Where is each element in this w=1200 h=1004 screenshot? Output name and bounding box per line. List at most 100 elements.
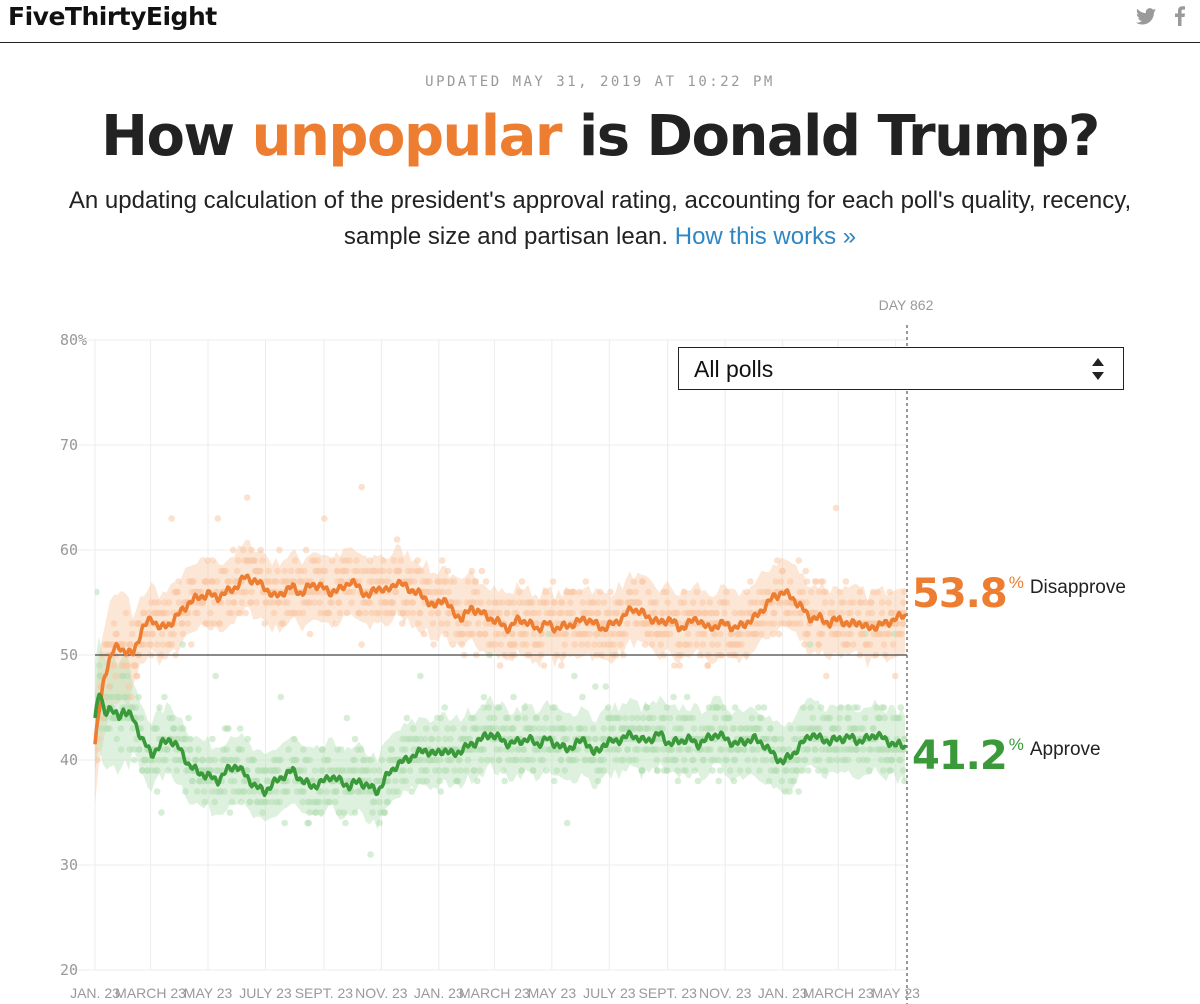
approve-poll-dot xyxy=(521,704,528,711)
disapprove-poll-dot xyxy=(429,620,437,627)
approve-poll-dot xyxy=(300,788,308,795)
approve-poll-dot xyxy=(615,714,623,722)
disapprove-poll-dot xyxy=(122,609,130,617)
approve-poll-dot xyxy=(634,746,642,753)
approve-poll-dot xyxy=(240,788,247,795)
approve-poll-dot xyxy=(585,735,593,743)
approve-poll-dot xyxy=(896,714,903,722)
approve-poll-dot xyxy=(668,746,675,753)
disapprove-poll-dot xyxy=(822,588,829,596)
approve-poll-dot xyxy=(428,735,436,743)
disapprove-poll-dot xyxy=(239,546,247,554)
approve-poll-dot xyxy=(277,756,284,764)
approve-poll-dot xyxy=(512,756,519,764)
disapprove-poll-dot xyxy=(408,599,416,606)
disapprove-poll-dot xyxy=(248,546,255,554)
approve-poll-dot xyxy=(690,756,697,764)
disapprove-poll-dot xyxy=(639,578,646,585)
approve-poll-dot xyxy=(291,735,298,743)
disapprove-poll-dot xyxy=(886,588,893,596)
x-tick-label: JAN. 23 xyxy=(414,985,464,1001)
approve-poll-dot xyxy=(827,756,835,764)
disapprove-poll-dot xyxy=(704,662,711,669)
approve-poll-dot xyxy=(674,777,682,785)
disapprove-poll-dot xyxy=(393,536,401,543)
disapprove-poll-dot xyxy=(684,630,692,638)
approve-poll-dot xyxy=(182,788,189,795)
disapprove-poll-dot xyxy=(693,641,700,648)
y-tick-label: 20 xyxy=(60,961,78,979)
approve-poll-dot xyxy=(653,756,661,764)
approve-poll-dot xyxy=(542,767,550,774)
approve-poll-dot xyxy=(530,767,537,774)
approve-poll-dot xyxy=(414,777,422,785)
approve-poll-dot xyxy=(555,714,563,722)
disapprove-poll-dot xyxy=(773,557,781,564)
disapprove-poll-dot xyxy=(878,609,886,617)
twitter-icon[interactable] xyxy=(1136,7,1156,30)
approve-poll-dot xyxy=(541,725,548,732)
approve-poll-dot xyxy=(444,725,451,732)
poll-filter-select[interactable]: All polls xyxy=(678,347,1124,390)
disapprove-poll-dot xyxy=(420,630,428,638)
disapprove-poll-dot xyxy=(179,630,187,638)
disapprove-poll-dot xyxy=(314,557,322,564)
disapprove-poll-dot xyxy=(594,599,602,606)
approve-poll-dot xyxy=(454,777,462,785)
approve-poll-dot xyxy=(275,767,282,774)
approve-poll-dot xyxy=(351,735,359,743)
approve-poll-dot xyxy=(501,777,509,785)
approve-poll-dot xyxy=(423,777,431,785)
disapprove-poll-dot xyxy=(714,641,722,648)
approve-poll-dot xyxy=(767,725,774,732)
approve-poll-dot xyxy=(451,767,458,774)
disapprove-poll-dot xyxy=(465,620,473,627)
approve-poll-dot xyxy=(795,756,803,764)
how-this-works-link[interactable]: How this works » xyxy=(674,223,857,250)
approve-poll-dot xyxy=(592,735,599,743)
disapprove-poll-dot xyxy=(389,599,397,606)
disapprove-poll-dot xyxy=(518,578,526,585)
disapprove-poll-dot xyxy=(276,546,283,554)
disapprove-poll-dot xyxy=(265,567,272,575)
approve-poll-dot xyxy=(897,704,905,711)
approve-poll-dot xyxy=(748,714,756,722)
disapprove-poll-dot xyxy=(302,546,310,554)
approve-poll-dot xyxy=(634,714,641,722)
approve-poll-dot xyxy=(636,725,644,732)
approve-poll-dot xyxy=(859,725,867,732)
approve-poll-dot xyxy=(480,746,488,753)
approve-poll-dot xyxy=(228,798,236,806)
approve-poll-dot xyxy=(186,735,194,743)
approve-poll-dot xyxy=(211,756,218,764)
disapprove-poll-dot xyxy=(110,662,118,669)
disapprove-poll-dot xyxy=(450,578,458,585)
disapprove-poll-dot xyxy=(758,630,765,638)
x-tick-label: MAY 23 xyxy=(871,985,920,1001)
approve-poll-dot xyxy=(170,725,177,732)
approve-poll-dot xyxy=(854,704,861,711)
disapprove-poll-dot xyxy=(149,630,156,638)
approve-poll-dot xyxy=(403,714,411,722)
disapprove-poll-dot xyxy=(874,588,881,596)
disapprove-poll-dot xyxy=(496,662,504,669)
approve-poll-dot xyxy=(181,735,189,743)
approve-poll-dot xyxy=(300,767,308,774)
disapprove-poll-dot xyxy=(567,599,574,606)
site-logo[interactable]: FiveThirtyEight xyxy=(8,2,217,31)
disapprove-poll-dot xyxy=(550,609,558,617)
disapprove-poll-dot xyxy=(299,609,307,617)
approve-poll-dot xyxy=(756,725,763,732)
approve-poll-dot xyxy=(707,746,714,753)
approve-poll-dot xyxy=(869,725,877,732)
approve-poll-dot xyxy=(460,725,468,732)
disapprove-poll-dot xyxy=(689,599,697,606)
disapprove-poll-dot xyxy=(804,630,811,638)
disapprove-value: 53.8 xyxy=(912,571,1008,617)
approve-poll-dot xyxy=(383,798,391,806)
disapprove-poll-dot xyxy=(770,620,778,627)
approve-poll-dot xyxy=(124,672,131,680)
disapprove-poll-dot xyxy=(535,609,543,617)
approve-poll-dot xyxy=(817,704,825,711)
facebook-icon[interactable] xyxy=(1174,6,1186,31)
